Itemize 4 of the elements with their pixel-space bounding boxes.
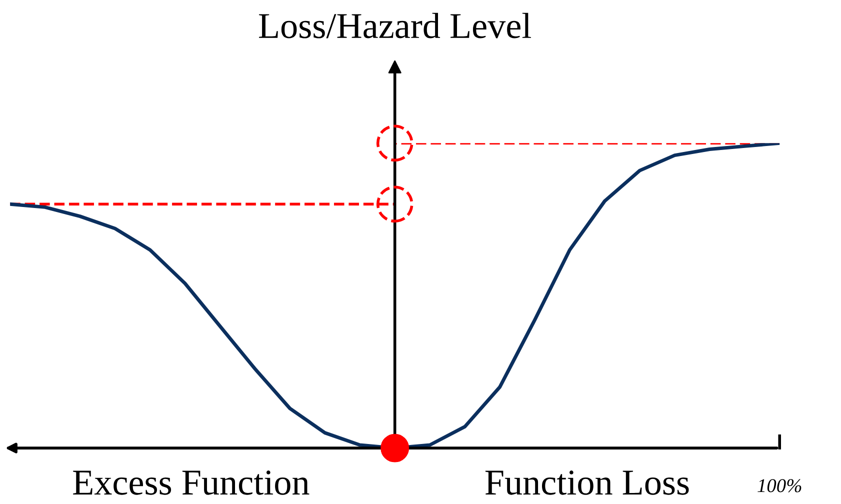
text: 100%: [758, 479, 802, 492]
text: Function Loss: [485, 470, 689, 495]
y-axis-title: Loss/Hazard Level: [259, 12, 531, 38]
text: Excess Function: [73, 470, 310, 495]
